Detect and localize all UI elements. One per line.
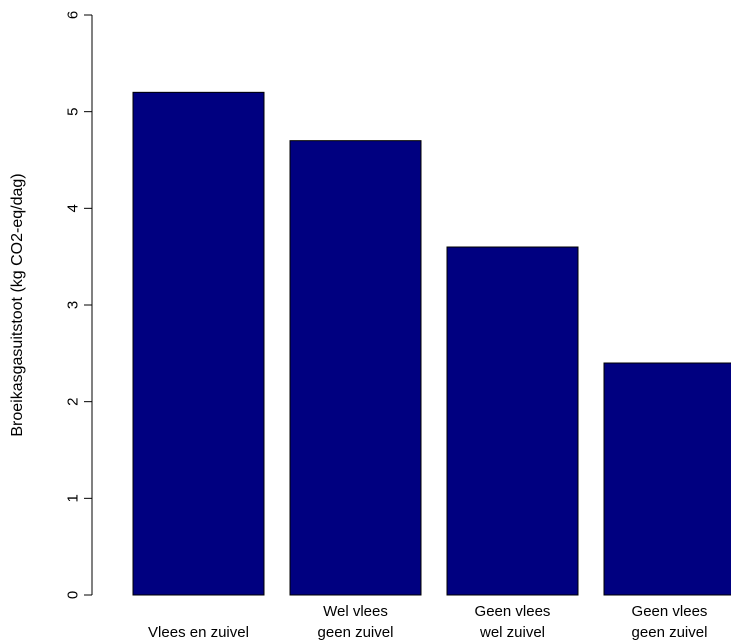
y-tick-label: 5 xyxy=(64,107,81,115)
bar xyxy=(446,246,579,596)
y-tick-label: 2 xyxy=(64,397,81,405)
y-tick-label: 3 xyxy=(64,301,81,309)
bar xyxy=(289,140,422,596)
category-label: Geen vlees xyxy=(475,603,551,620)
y-tick-label: 1 xyxy=(64,494,81,502)
y-axis-title: Broeikasgasuitstoot (kg CO2-eq/dag) xyxy=(9,173,26,436)
category-labels: Vlees en zuivel Wel vlees geen zuivel Geen … xyxy=(148,603,707,641)
y-tick-label: 6 xyxy=(64,11,81,19)
category-label: Geen vlees xyxy=(632,603,708,620)
category-label: Wel vlees xyxy=(323,603,388,620)
category-label: geen zuivel xyxy=(632,624,708,641)
bars xyxy=(132,91,731,596)
category-label: wel zuivel xyxy=(479,624,545,641)
bar xyxy=(132,91,265,596)
y-tick-label: 0 xyxy=(64,591,81,599)
y-tick-label: 4 xyxy=(64,204,81,212)
category-label: Vlees en zuivel xyxy=(148,624,249,641)
y-axis: 0 1 2 3 4 5 6 xyxy=(64,11,93,599)
category-label: geen zuivel xyxy=(318,624,394,641)
bar xyxy=(603,362,731,596)
